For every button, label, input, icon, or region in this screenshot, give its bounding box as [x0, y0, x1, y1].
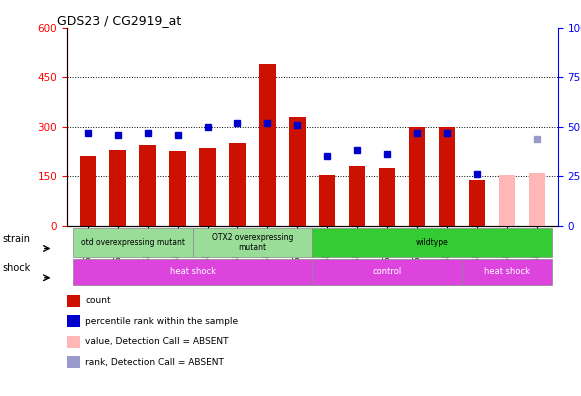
Bar: [109, 150, 126, 226]
Text: OTX2 overexpressing
mutant: OTX2 overexpressing mutant: [211, 233, 293, 252]
Bar: [169, 151, 186, 226]
Bar: [379, 168, 395, 226]
Bar: [498, 175, 515, 226]
Text: wildtype: wildtype: [415, 238, 449, 247]
Text: heat shock: heat shock: [484, 267, 530, 276]
Bar: [289, 117, 306, 226]
Text: value, Detection Call = ABSENT: value, Detection Call = ABSENT: [85, 337, 229, 346]
Text: strain: strain: [3, 234, 31, 244]
Text: rank, Detection Call = ABSENT: rank, Detection Call = ABSENT: [85, 358, 224, 367]
Bar: [229, 143, 246, 226]
Bar: [439, 127, 456, 226]
Bar: [469, 179, 485, 226]
Text: GDS23 / CG2919_at: GDS23 / CG2919_at: [57, 13, 181, 27]
Bar: [349, 166, 365, 226]
Bar: [409, 127, 425, 226]
Bar: [80, 156, 96, 226]
Bar: [529, 173, 545, 226]
Bar: [319, 175, 335, 226]
Text: shock: shock: [3, 263, 31, 273]
Text: heat shock: heat shock: [170, 267, 216, 276]
Bar: [259, 64, 275, 226]
Text: percentile rank within the sample: percentile rank within the sample: [85, 317, 239, 326]
Text: count: count: [85, 296, 111, 305]
Text: control: control: [372, 267, 401, 276]
Bar: [199, 148, 216, 226]
Bar: [139, 145, 156, 226]
Text: otd overexpressing mutant: otd overexpressing mutant: [81, 238, 185, 247]
